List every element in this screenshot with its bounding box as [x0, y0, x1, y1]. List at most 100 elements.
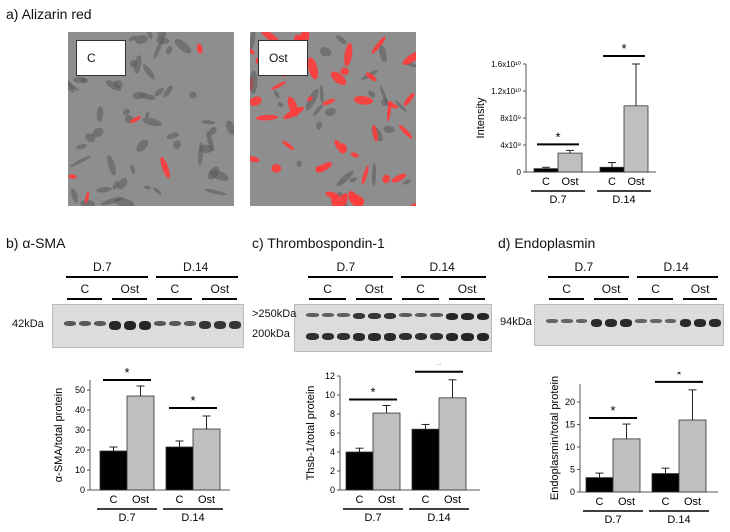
- stained-cell: [325, 191, 340, 199]
- blot-band: [399, 313, 412, 317]
- bar-control: [411, 428, 440, 491]
- blot-band: [476, 313, 489, 320]
- blot-band: [399, 333, 412, 341]
- stained-cell: [282, 140, 295, 151]
- category-label: Ost: [378, 494, 395, 506]
- y-tick-label: 10: [75, 465, 85, 475]
- significance-star: *: [610, 403, 615, 418]
- cell: [209, 169, 229, 181]
- cell: [128, 35, 138, 42]
- significance-star: *: [190, 393, 195, 408]
- blot-band: [383, 313, 396, 319]
- cell: [165, 45, 173, 55]
- category-label: C: [176, 494, 184, 506]
- category-label: C: [422, 494, 430, 506]
- bar-control: [99, 450, 128, 491]
- stained-cell: [372, 124, 378, 142]
- blot-group-label: D.14: [429, 260, 455, 274]
- cell: [142, 64, 155, 80]
- cell: [123, 108, 130, 116]
- blot-band: [635, 319, 647, 323]
- cell: [189, 91, 197, 99]
- cell: [154, 87, 164, 97]
- cell: [319, 47, 332, 57]
- stained-cell: [387, 101, 399, 109]
- molecular-weight-label: >250kDa: [252, 308, 297, 320]
- blot-lane-label: C: [170, 282, 180, 296]
- stained-cell: [84, 191, 90, 204]
- significance-star: *: [676, 372, 681, 382]
- cell: [105, 80, 122, 91]
- blot-thrombospondin: D.7 D.14 C Ost C Ost >250kDa 200kDa: [250, 260, 495, 357]
- cell: [107, 155, 116, 176]
- blot-band: [124, 321, 136, 330]
- cell: [136, 139, 149, 152]
- y-tick-label: 20: [565, 397, 575, 407]
- cell: [96, 106, 104, 122]
- blot-lane-line: [157, 298, 192, 300]
- cell: [71, 188, 79, 204]
- y-tick-label: 40: [75, 405, 85, 415]
- blot-band: [169, 321, 181, 326]
- stained-cell: [250, 96, 262, 106]
- cell: [146, 32, 153, 40]
- blot-membrane: [534, 304, 724, 346]
- stained-cell: [287, 96, 299, 117]
- cell: [96, 186, 112, 193]
- cell: [335, 34, 347, 45]
- blot-group-line: [308, 276, 393, 278]
- blot-lane-label: C: [416, 282, 425, 296]
- bar-ost: [192, 428, 221, 491]
- stained-cell: [307, 57, 319, 80]
- blot-band: [64, 321, 76, 326]
- bar-ost: [623, 105, 649, 173]
- category-label: C: [662, 496, 670, 508]
- stained-cell: [129, 116, 142, 123]
- molecular-weight-label: 42kDa: [12, 318, 44, 330]
- cell: [273, 90, 280, 99]
- blot-band: [229, 321, 241, 329]
- blot-band: [368, 333, 381, 341]
- blot-band: [352, 333, 365, 341]
- control-cells: [68, 32, 234, 206]
- stained-cell: [403, 92, 415, 106]
- significance-star: *: [436, 364, 441, 372]
- blot-band: [445, 333, 458, 341]
- blot-band: [694, 319, 707, 327]
- y-tick-label: 0: [330, 485, 335, 495]
- cell: [68, 76, 75, 93]
- category-label: C: [356, 494, 364, 506]
- y-tick-label: 10: [325, 390, 335, 400]
- blot-band: [414, 313, 427, 317]
- blot-endoplasmin: D.7 D.14 C Ost C Ost 94kDa: [496, 260, 730, 357]
- y-axis-label: α-SMA/total protein: [53, 388, 65, 482]
- significance-star: *: [555, 129, 560, 144]
- blot-group-line: [548, 276, 629, 278]
- category-label: Ost: [561, 176, 578, 188]
- blot-band: [199, 321, 211, 329]
- stained-cell: [340, 67, 350, 76]
- group-label: D.7: [604, 514, 621, 526]
- significance-star: *: [621, 41, 626, 56]
- cell: [112, 180, 120, 190]
- blot-group-label: D.7: [336, 260, 356, 274]
- stained-cell: [334, 139, 345, 154]
- y-tick-label: 5: [570, 465, 575, 475]
- blot-band: [605, 319, 618, 327]
- cell: [277, 102, 284, 108]
- y-tick-label: 0: [517, 168, 522, 177]
- cell: [226, 120, 234, 135]
- blot-band: [306, 313, 319, 317]
- category-label: Ost: [684, 496, 701, 508]
- stained-cell: [322, 98, 336, 106]
- blot-lane-line: [593, 298, 628, 300]
- stained-cell: [315, 165, 324, 172]
- cell: [349, 177, 357, 183]
- cell: [198, 142, 203, 166]
- blot-lane-label: Ost: [601, 282, 621, 296]
- blot-band: [139, 321, 151, 330]
- cell: [134, 35, 148, 44]
- stained-cell: [334, 193, 348, 206]
- cell: [76, 143, 87, 150]
- blot-lane-line: [402, 298, 439, 300]
